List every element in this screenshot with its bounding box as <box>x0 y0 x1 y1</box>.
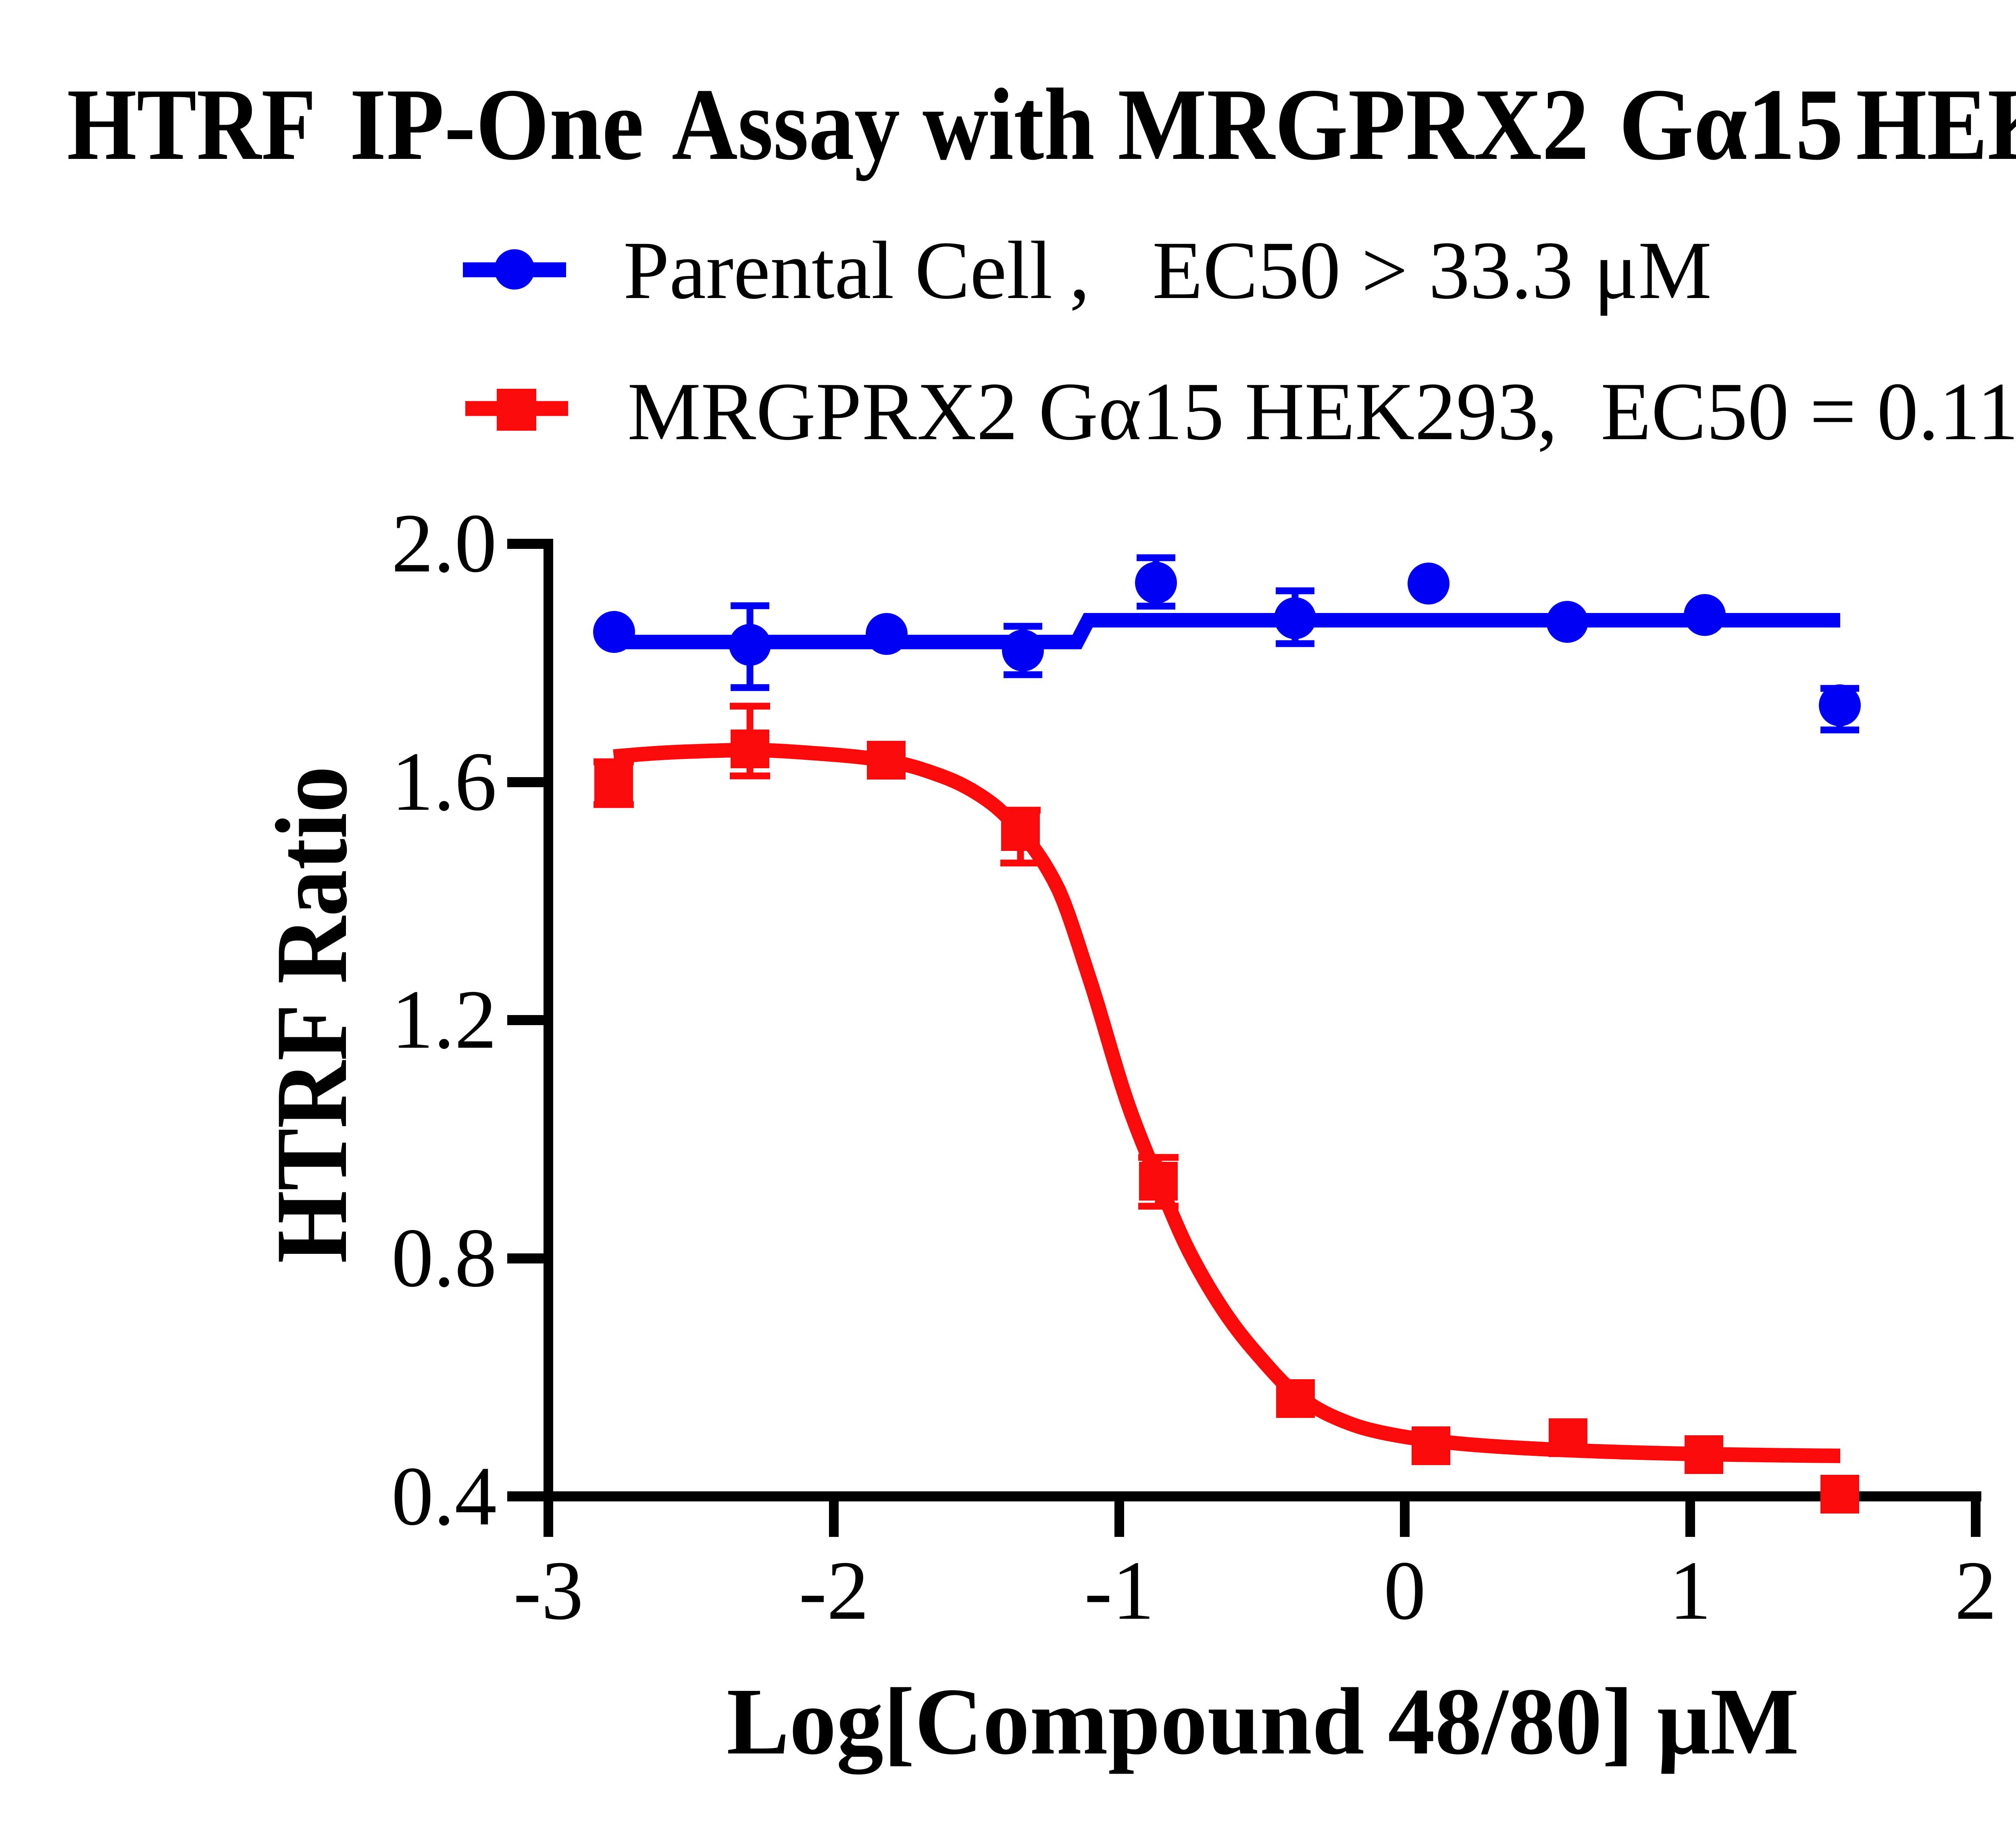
svg-text:-3: -3 <box>513 1544 583 1637</box>
svg-text:-1: -1 <box>1084 1544 1154 1637</box>
svg-text:1.6: 1.6 <box>392 735 497 828</box>
svg-text:0: 0 <box>1384 1544 1426 1637</box>
svg-text:1: 1 <box>1669 1544 1712 1637</box>
svg-text:0.4: 0.4 <box>392 1450 497 1543</box>
svg-text:MRGPRX2 Gα15 HEK293,EC50 = 0.1: MRGPRX2 Gα15 HEK293,EC50 = 0.11 μM <box>627 366 2016 457</box>
svg-text:2: 2 <box>1955 1544 1997 1637</box>
svg-text:0.8: 0.8 <box>392 1211 497 1305</box>
svg-text:2.0: 2.0 <box>392 497 497 590</box>
svg-text:1.2: 1.2 <box>392 973 497 1066</box>
svg-text:Log[Compound 48/80] μM: Log[Compound 48/80] μM <box>727 1669 1799 1774</box>
svg-text:HTRF Ratio: HTRF Ratio <box>255 766 368 1263</box>
svg-text:-2: -2 <box>799 1544 869 1637</box>
svg-text:Parental Cell,EC50 > 33.3 μM: Parental Cell, EC50 > 33.3 μM <box>623 225 1712 316</box>
